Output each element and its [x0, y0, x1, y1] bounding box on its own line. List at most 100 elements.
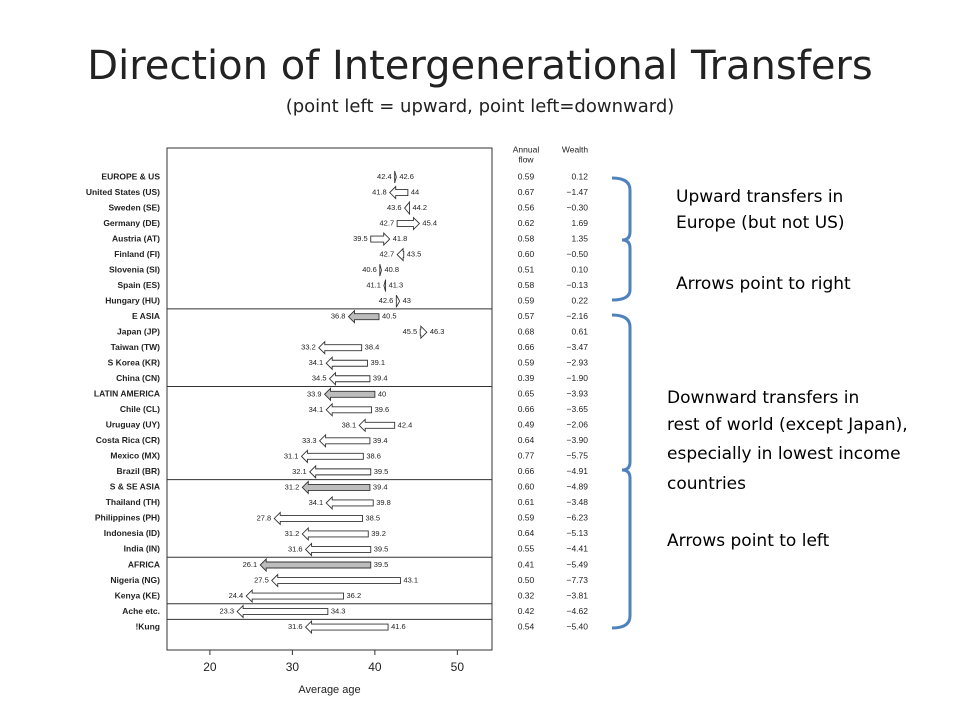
value-label: 41.8: [393, 234, 408, 243]
arrow: [325, 356, 368, 371]
row-label: EUROPE & US: [101, 171, 160, 181]
row-label: S & SE ASIA: [110, 482, 160, 492]
value-label: 32.1: [292, 467, 307, 476]
row-label: AFRICA: [128, 559, 160, 569]
value-label: 33.3: [302, 436, 317, 445]
arrow: [325, 402, 373, 417]
wealth-value: −0.13: [566, 280, 588, 290]
row-label: Brazil (BR): [117, 466, 161, 476]
value-label: 34.5: [312, 374, 327, 383]
wealth-value: −3.65: [566, 404, 588, 414]
value-label: 34.3: [331, 607, 346, 616]
flow-value: 0.64: [518, 435, 535, 445]
value-label: 42.7: [380, 250, 395, 259]
flow-value: 0.61: [518, 497, 535, 507]
column-header: Annual: [513, 144, 540, 154]
wealth-value: −5.40: [566, 621, 588, 631]
value-label: 33.2: [301, 343, 316, 352]
flow-value: 0.59: [518, 357, 535, 367]
column-header: Wealth: [562, 144, 589, 154]
annotation: Upward transfers in: [676, 187, 843, 207]
annotation: Downward transfers in: [667, 388, 859, 408]
annotation: especially in lowest income: [667, 444, 901, 464]
wealth-value: −4.91: [566, 466, 588, 476]
bracket: [611, 313, 632, 630]
value-label: 40: [378, 389, 386, 398]
flow-value: 0.64: [518, 528, 535, 538]
flow-value: 0.67: [518, 187, 535, 197]
row-label: E ASIA: [132, 311, 160, 321]
value-label: 36.2: [347, 591, 362, 600]
row-label: Spain (ES): [117, 280, 160, 290]
flow-value: 0.39: [518, 373, 535, 383]
row-label: Sweden (SE): [109, 202, 161, 212]
row-label: Chile (CL): [120, 404, 160, 414]
wealth-value: 1.35: [571, 233, 588, 243]
annotation: Europe (but not US): [676, 213, 845, 233]
arrow: [358, 418, 396, 433]
value-label: 43: [403, 296, 411, 305]
value-label: 36.8: [331, 312, 346, 321]
flow-value: 0.60: [518, 482, 535, 492]
value-label: 40.5: [382, 312, 397, 321]
value-label: 45.4: [422, 219, 437, 228]
value-label: 39.4: [373, 436, 388, 445]
value-label: 40.8: [384, 265, 399, 274]
value-label: 43.5: [407, 250, 422, 259]
flow-value: 0.65: [518, 389, 535, 399]
value-label: 41.8: [372, 188, 387, 197]
value-label: 24.4: [229, 591, 244, 600]
arrow: [309, 464, 372, 479]
annotation: countries: [667, 474, 746, 494]
arrow: [318, 433, 371, 448]
wealth-value: −3.47: [566, 342, 588, 352]
arrow: [325, 495, 374, 511]
flow-value: 0.50: [518, 575, 535, 585]
value-label: 39.5: [374, 467, 389, 476]
flow-value: 0.32: [518, 590, 535, 600]
row-label: Austria (AT): [112, 233, 160, 243]
annotation: Arrows point to right: [676, 274, 851, 294]
x-tick-label: 40: [368, 660, 382, 674]
row-label: China (CN): [116, 373, 160, 383]
row-label: Costa Rica (CR): [96, 435, 160, 445]
wealth-value: −4.89: [566, 482, 588, 492]
flow-value: 0.58: [518, 280, 535, 290]
flow-value: 0.55: [518, 544, 535, 554]
value-label: 41.1: [366, 281, 381, 290]
row-label: Slovenia (SI): [109, 264, 160, 274]
flow-value: 0.59: [518, 171, 535, 181]
wealth-value: −6.23: [566, 513, 588, 523]
x-axis-label: Average age: [298, 684, 360, 696]
arrow: [301, 526, 369, 542]
arrow: [300, 449, 364, 464]
annotation: rest of world (except Japan),: [667, 415, 908, 435]
wealth-value: −2.16: [566, 311, 588, 321]
arrow: [318, 340, 363, 355]
wealth-value: 0.22: [571, 295, 588, 305]
wealth-value: −3.90: [566, 435, 588, 445]
wealth-value: −0.50: [566, 249, 588, 259]
value-label: 31.6: [288, 544, 303, 553]
subtitle: (point left = upward, point left=downwar…: [286, 96, 675, 117]
arrow: [236, 604, 329, 619]
value-label: 39.5: [374, 560, 389, 569]
row-label: Indonesia (ID): [104, 528, 160, 538]
arrow: [419, 325, 428, 340]
arrow: [396, 216, 421, 231]
value-label: 42.6: [379, 296, 394, 305]
row-label: Thailand (TH): [106, 497, 160, 507]
value-label: 42.6: [399, 172, 414, 181]
arrow: [304, 619, 389, 635]
value-label: 41.3: [389, 281, 404, 290]
row-label: Japan (JP): [117, 326, 160, 336]
arrow: [259, 557, 372, 573]
value-label: 39.1: [370, 358, 385, 367]
arrow: [383, 279, 387, 292]
value-label: 27.5: [254, 576, 269, 585]
arrow: [273, 511, 363, 526]
x-tick-label: 20: [203, 660, 217, 674]
x-tick-label: 50: [451, 660, 465, 674]
value-label: 38.6: [366, 451, 381, 460]
